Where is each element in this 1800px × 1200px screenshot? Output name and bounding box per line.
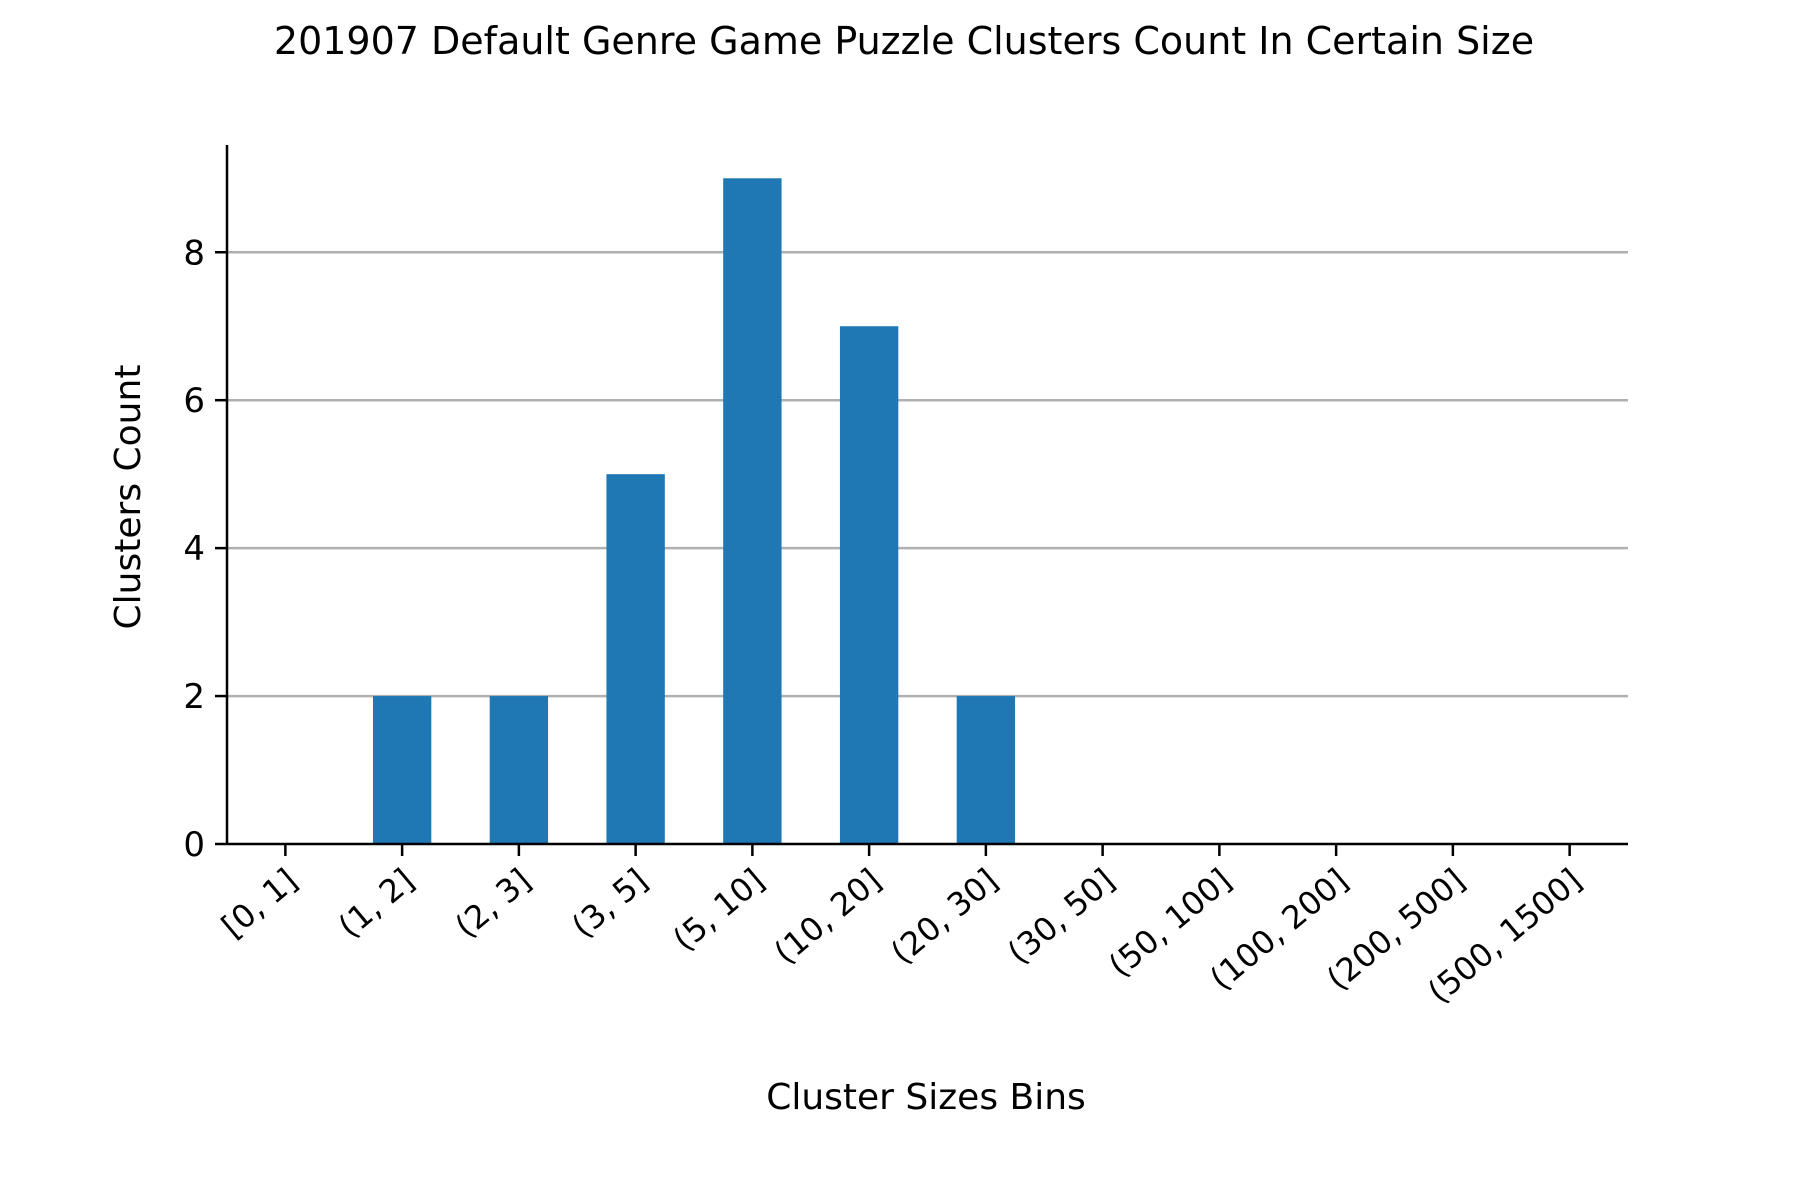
x-tick-label-5-10: (5, 10] xyxy=(666,861,772,958)
bar-2-3 xyxy=(489,696,549,844)
grid-lines xyxy=(227,251,1628,698)
bar-3-5 xyxy=(606,474,665,844)
bar-10-20 xyxy=(839,326,899,844)
bars xyxy=(372,178,1016,845)
axes xyxy=(225,145,1628,846)
y-tick-label-2: 2 xyxy=(183,677,205,717)
x-tick-label-10-20: (10, 20] xyxy=(767,861,889,972)
bar-5-10 xyxy=(723,178,782,845)
y-axis-label: Clusters Count xyxy=(108,365,149,630)
y-tick-label-4: 4 xyxy=(183,529,205,569)
y-tick-label-6: 6 xyxy=(183,381,205,421)
y-tick-label-0: 0 xyxy=(183,825,205,865)
bar-20-30 xyxy=(956,696,1016,844)
x-axis-label: Cluster Sizes Bins xyxy=(766,1077,1086,1118)
y-tick-label-8: 8 xyxy=(183,233,205,273)
x-tick-label-0-1: [0, 1] xyxy=(214,861,304,945)
x-tick-label-1-2: (1, 2] xyxy=(331,861,421,945)
x-tick-label-20-30: (20, 30] xyxy=(883,861,1005,972)
x-tick-label-3-5: (3, 5] xyxy=(564,861,654,945)
bar-1-2 xyxy=(372,696,432,844)
y-ticks: 0 2 4 6 8 xyxy=(183,233,227,865)
chart-title: 201907 Default Genre Game Puzzle Cluster… xyxy=(274,19,1534,63)
x-ticks: [0, 1] (1, 2] (2, 3] (3, 5] (5, 10](10, 20](… xyxy=(214,844,1589,1011)
x-tick-label-2-3: (2, 3] xyxy=(448,861,538,945)
